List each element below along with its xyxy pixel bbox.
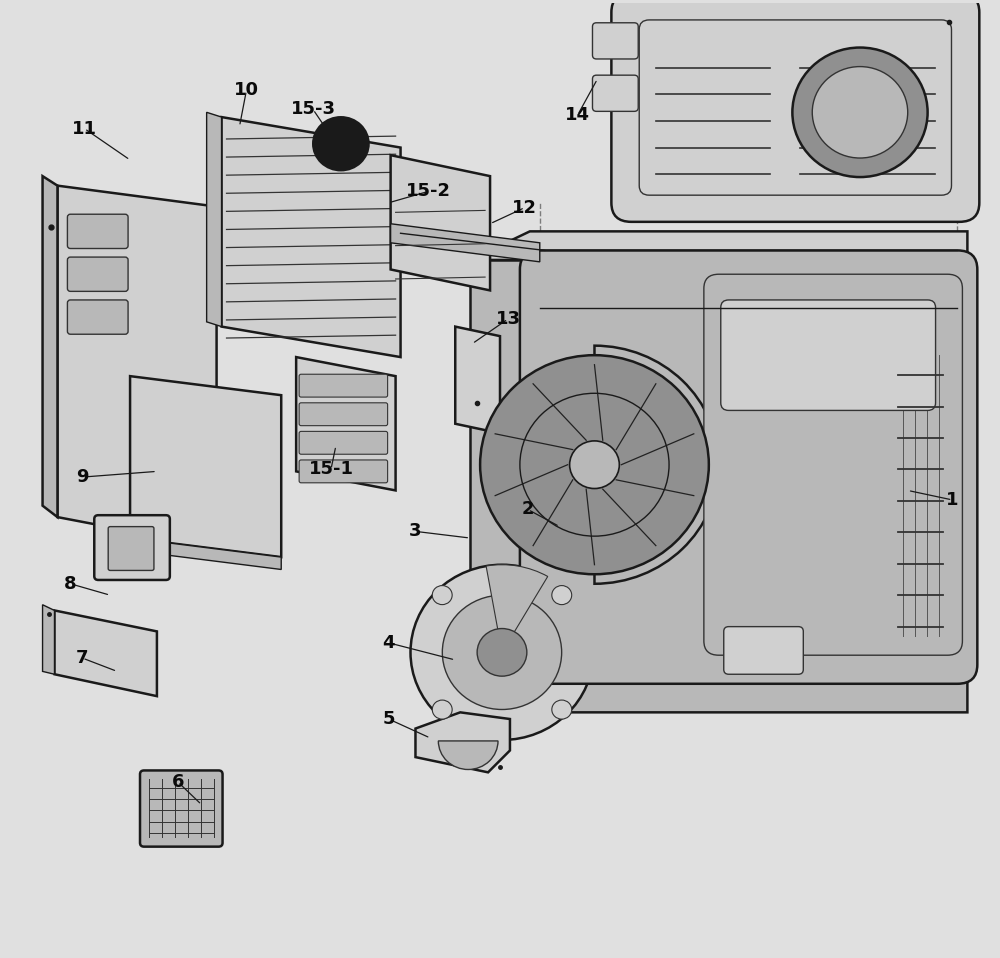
Circle shape [812,67,908,158]
FancyBboxPatch shape [520,250,977,684]
Circle shape [411,564,593,740]
Polygon shape [470,232,967,260]
Polygon shape [530,260,967,674]
Circle shape [477,628,527,676]
FancyBboxPatch shape [67,300,128,334]
Text: 7: 7 [76,650,89,667]
Text: 1: 1 [946,490,959,509]
Text: 4: 4 [382,634,395,651]
FancyBboxPatch shape [108,527,154,570]
FancyBboxPatch shape [299,431,388,454]
Polygon shape [54,610,157,696]
Text: 14: 14 [565,106,590,125]
Polygon shape [415,713,510,772]
Text: 11: 11 [72,120,97,138]
FancyBboxPatch shape [721,300,936,410]
Text: 15-2: 15-2 [406,182,451,200]
Circle shape [432,585,452,604]
Text: 10: 10 [234,81,259,100]
FancyBboxPatch shape [592,23,638,59]
Polygon shape [391,155,490,290]
Polygon shape [470,260,530,674]
Polygon shape [57,186,217,548]
Polygon shape [43,604,54,674]
FancyBboxPatch shape [299,375,388,397]
FancyBboxPatch shape [704,274,962,655]
FancyBboxPatch shape [592,75,638,111]
Text: 3: 3 [409,522,422,540]
Polygon shape [130,538,281,569]
Circle shape [442,595,562,710]
FancyBboxPatch shape [94,515,170,580]
Polygon shape [455,327,500,433]
FancyBboxPatch shape [724,627,803,674]
Polygon shape [222,117,401,357]
Polygon shape [130,376,281,558]
Polygon shape [207,112,222,327]
Circle shape [792,48,928,177]
Circle shape [480,355,709,574]
Text: 15-1: 15-1 [308,461,353,478]
Wedge shape [594,346,719,583]
Polygon shape [470,674,967,713]
Text: 13: 13 [495,310,520,328]
Polygon shape [391,224,540,262]
FancyBboxPatch shape [299,402,388,425]
FancyBboxPatch shape [67,215,128,248]
FancyBboxPatch shape [611,0,979,222]
Text: 5: 5 [382,710,395,728]
Text: 12: 12 [512,198,537,217]
Text: 6: 6 [172,773,184,791]
Text: 9: 9 [76,468,89,486]
FancyBboxPatch shape [67,257,128,291]
Circle shape [432,700,452,719]
FancyBboxPatch shape [140,770,223,847]
Text: 8: 8 [64,575,77,593]
Circle shape [552,700,572,719]
Wedge shape [438,741,498,769]
FancyBboxPatch shape [299,460,388,483]
Circle shape [570,441,619,489]
Polygon shape [43,176,57,517]
Wedge shape [486,564,548,652]
Circle shape [552,585,572,604]
Circle shape [313,117,369,171]
Text: 15-3: 15-3 [291,101,336,119]
Polygon shape [296,357,396,490]
Text: 2: 2 [522,500,534,518]
